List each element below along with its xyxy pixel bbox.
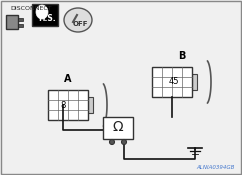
Ellipse shape (64, 8, 92, 32)
Bar (18, 18, 23, 20)
Bar (18, 23, 23, 26)
Circle shape (109, 139, 114, 145)
Bar (32, 4, 58, 26)
Ellipse shape (36, 5, 48, 19)
Bar (152, 67, 192, 97)
Text: 8: 8 (60, 100, 66, 110)
Bar (192, 74, 197, 90)
Text: B: B (178, 51, 186, 61)
Circle shape (121, 139, 127, 145)
Bar (103, 117, 133, 139)
Bar (48, 90, 88, 120)
Text: OFF: OFF (72, 21, 88, 27)
Text: Ω: Ω (113, 120, 123, 134)
Text: H.S.: H.S. (38, 14, 56, 23)
Text: 45: 45 (169, 78, 179, 86)
Text: DISCONNECT: DISCONNECT (10, 6, 52, 11)
Bar (88, 97, 93, 113)
Text: A: A (64, 74, 72, 84)
Bar (6, 15, 18, 29)
Text: ALNIA0394GB: ALNIA0394GB (197, 165, 235, 170)
